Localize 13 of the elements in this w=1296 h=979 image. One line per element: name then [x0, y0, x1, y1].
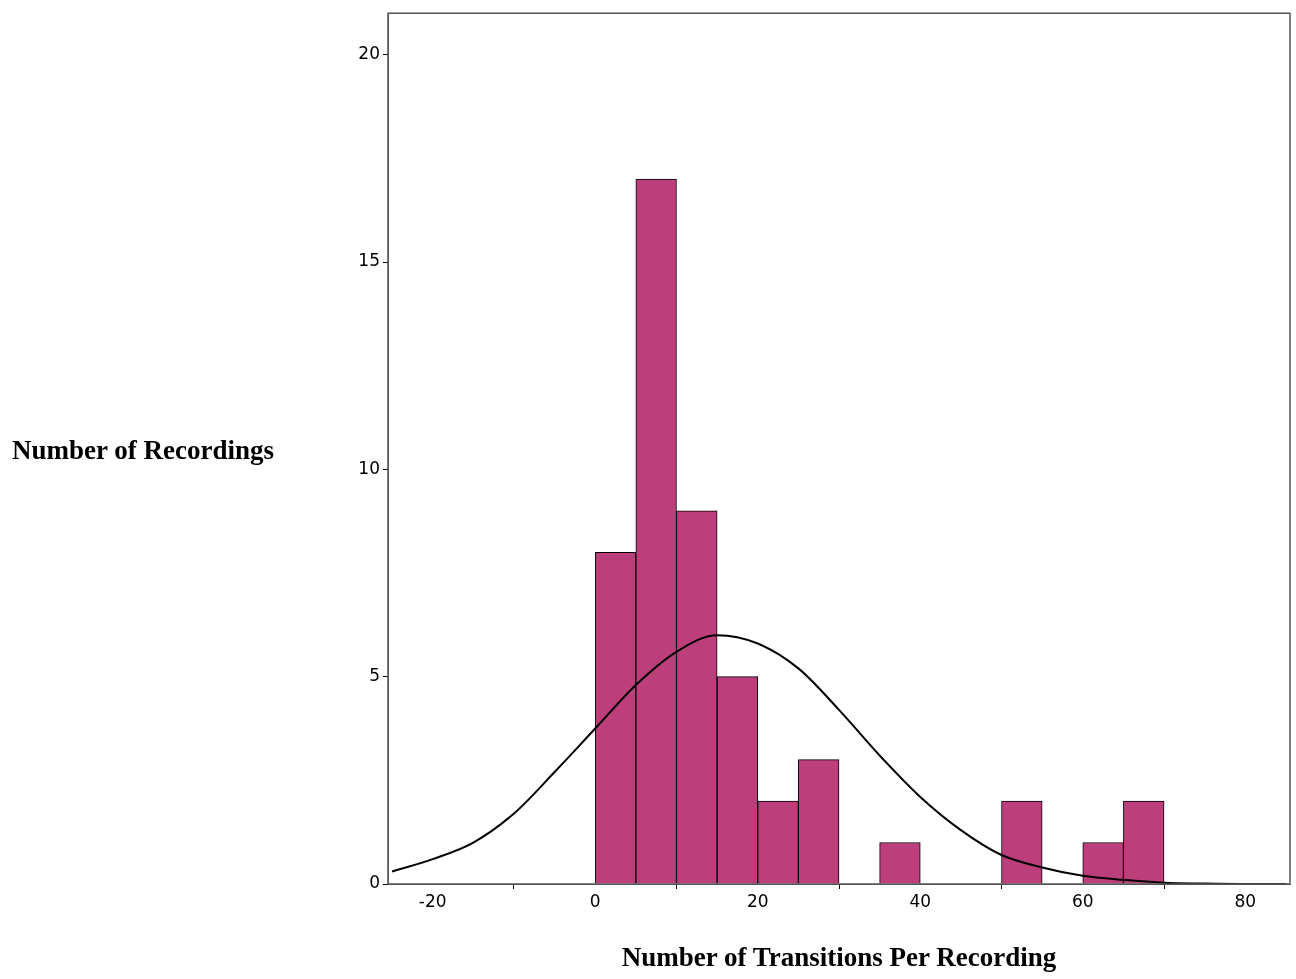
- x-tick-label: 40: [909, 890, 932, 911]
- x-tick-label: 80: [1234, 890, 1257, 911]
- y-axis-title: Number of Recordings: [12, 435, 274, 466]
- x-tick-label: 20: [746, 890, 769, 911]
- y-tick-label: 0: [369, 872, 380, 893]
- x-tick-label: 60: [1071, 890, 1094, 911]
- x-axis-title: Number of Transitions Per Recording: [621, 941, 1057, 972]
- y-tick-label: 20: [358, 43, 380, 64]
- x-tick-label: 0: [589, 890, 601, 911]
- y-tick-label: 5: [369, 665, 380, 686]
- y-tick-label: 15: [358, 250, 380, 271]
- y-tick-label: 10: [358, 457, 380, 478]
- x-tick-label: -20: [418, 890, 447, 911]
